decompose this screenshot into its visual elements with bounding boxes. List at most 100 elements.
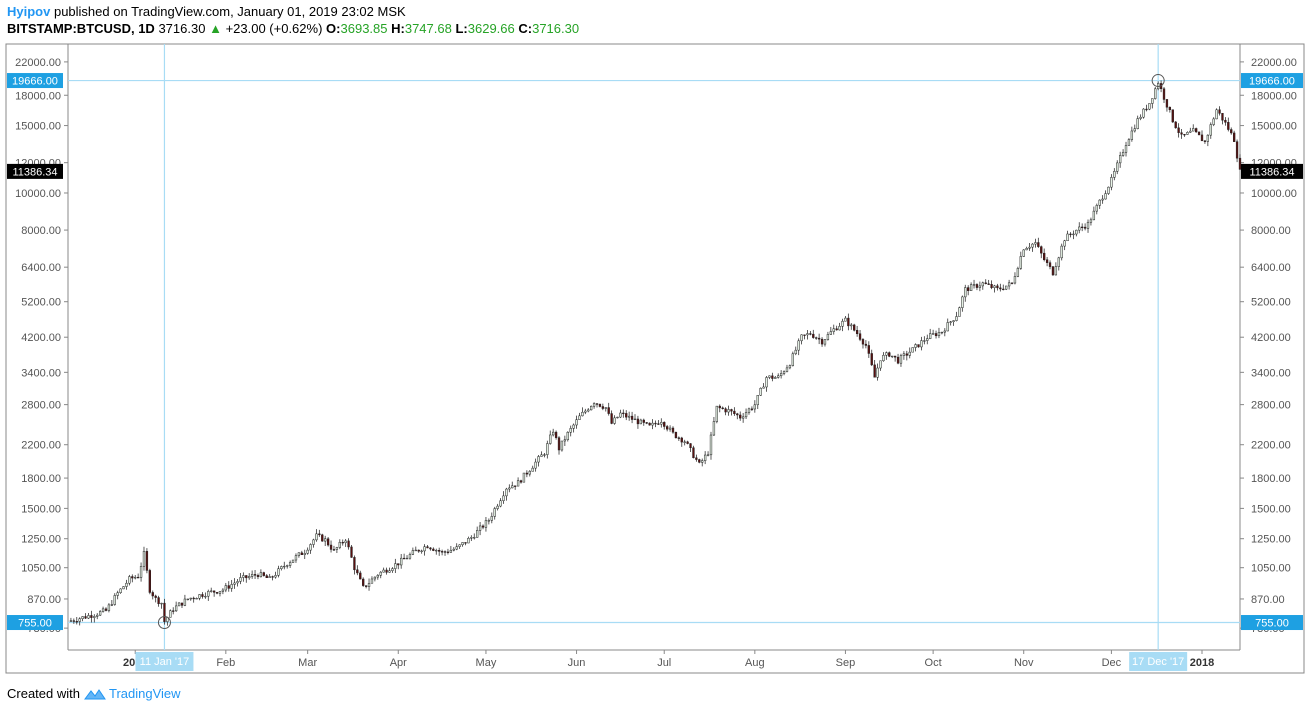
- tradingview-logo-icon: [83, 688, 106, 699]
- candle-down: [815, 337, 818, 339]
- candle-up: [633, 418, 637, 421]
- y-tick-label-left: 1050.00: [21, 563, 61, 575]
- candle-up: [423, 546, 426, 552]
- candle-up: [470, 537, 473, 539]
- candle-down: [557, 437, 561, 451]
- candle-down: [905, 353, 908, 356]
- candle-up: [516, 480, 520, 487]
- candle-down: [870, 353, 873, 366]
- candle-down: [1145, 108, 1148, 111]
- candle-up: [367, 583, 371, 587]
- candle-up: [122, 586, 125, 590]
- candle-up: [394, 563, 397, 569]
- y-tick-label-left: 1250.00: [21, 534, 61, 546]
- candle-down: [1221, 113, 1224, 121]
- candle-down: [440, 551, 444, 553]
- candle-up: [455, 546, 458, 550]
- close-value: 3716.30: [532, 21, 580, 36]
- candle-down: [718, 405, 721, 409]
- candle-up: [701, 460, 704, 463]
- date-badge: 17 Dec '17: [1132, 656, 1184, 668]
- candle-up: [134, 576, 137, 579]
- candle-down: [736, 413, 739, 416]
- candle-up: [189, 597, 192, 600]
- level-badge-left: 755.00: [18, 618, 52, 630]
- candle-up: [952, 320, 955, 323]
- candle-up: [1063, 240, 1066, 247]
- last-price: 3716.30: [158, 21, 206, 36]
- candle-up: [902, 353, 906, 356]
- candle-up: [291, 559, 295, 563]
- candle-down: [724, 408, 727, 413]
- candle-down: [648, 422, 651, 426]
- candle-up: [81, 616, 84, 619]
- candle-down: [364, 585, 368, 587]
- candle-up: [765, 377, 768, 388]
- candle-down: [671, 427, 675, 433]
- candle-down: [996, 285, 999, 289]
- candle-up: [1016, 268, 1020, 277]
- candle-up: [87, 615, 90, 619]
- candle-down: [812, 333, 815, 338]
- candle-up: [177, 602, 181, 607]
- candle-down: [151, 592, 154, 597]
- candle-down: [1010, 282, 1014, 284]
- x-tick-label: Apr: [390, 657, 407, 669]
- candle-up: [753, 404, 756, 410]
- level-badge-right-bg: [1241, 615, 1303, 631]
- candle-down: [212, 590, 216, 593]
- right-price-axis: 22000.0018000.0015000.0012000.0010000.00…: [1240, 57, 1297, 635]
- candle-down: [72, 620, 76, 622]
- candle-up: [572, 424, 575, 429]
- candle-up: [549, 434, 552, 444]
- candle-down: [820, 338, 824, 345]
- candle-up: [537, 456, 540, 463]
- candle-up: [1133, 128, 1136, 132]
- candle-up: [487, 520, 491, 522]
- candle-up: [706, 454, 710, 456]
- candle-up: [297, 552, 301, 556]
- candle-up: [779, 373, 783, 377]
- y-tick-label-right: 15000.00: [1251, 121, 1297, 133]
- candle-up: [1110, 177, 1113, 188]
- candle-up: [218, 591, 222, 594]
- candle-up: [250, 574, 254, 577]
- candle-up: [1113, 171, 1116, 178]
- low-label: L:: [455, 21, 468, 36]
- candle-up: [98, 611, 102, 616]
- candle-up: [1098, 199, 1101, 206]
- extremum-marker: [157, 616, 171, 630]
- candle-down: [598, 403, 602, 407]
- candle-down: [1177, 127, 1180, 133]
- x-tick-label: Dec: [1102, 657, 1122, 669]
- y-tick-label-left: 870.00: [27, 594, 61, 606]
- tradingview-brand-link[interactable]: TradingView: [108, 686, 181, 701]
- candle-up: [791, 353, 794, 366]
- candle-up: [125, 582, 128, 587]
- candle-down: [332, 549, 336, 551]
- candle-up: [382, 569, 385, 573]
- candle-up: [107, 604, 111, 611]
- candle-up: [1072, 233, 1075, 236]
- candle-down: [654, 422, 657, 425]
- candle-up: [408, 554, 412, 559]
- candle-up: [303, 553, 306, 555]
- candle-up: [1215, 109, 1218, 120]
- candle-down: [677, 437, 680, 439]
- candle-down: [1162, 88, 1166, 100]
- candle-down: [1218, 109, 1221, 114]
- candle-down: [426, 546, 429, 549]
- candle-down: [265, 575, 268, 578]
- candle-up: [478, 525, 482, 531]
- current-price-badge-right: 11386.34: [1249, 166, 1294, 178]
- candle-down: [1183, 133, 1186, 136]
- candle-up: [207, 591, 210, 597]
- candle-up: [668, 427, 672, 430]
- candle-up: [224, 585, 227, 591]
- candle-down: [1238, 157, 1242, 170]
- candle-up: [476, 530, 479, 538]
- y-tick-label-right: 4200.00: [1251, 332, 1291, 344]
- candle-up: [1130, 130, 1134, 140]
- author-name[interactable]: Hyipov: [7, 4, 51, 19]
